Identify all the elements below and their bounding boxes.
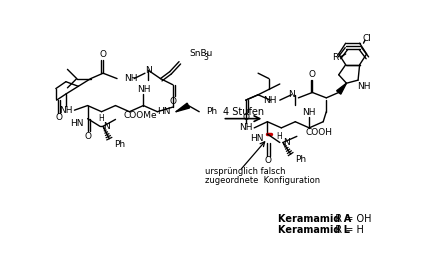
Text: zugeordnete  Konfiguration: zugeordnete Konfiguration	[205, 176, 321, 185]
Text: NH: NH	[357, 82, 370, 91]
Text: SnBu: SnBu	[189, 49, 212, 59]
Text: O: O	[85, 132, 92, 141]
Text: NH: NH	[239, 123, 253, 132]
Text: N: N	[103, 122, 110, 131]
Text: R: R	[332, 53, 338, 62]
Text: Keramamid A: Keramamid A	[278, 214, 351, 224]
Text: COOH: COOH	[305, 128, 333, 137]
Text: 3: 3	[204, 53, 208, 62]
Text: O: O	[309, 70, 316, 79]
Text: NH: NH	[124, 74, 137, 83]
Text: Ph: Ph	[295, 155, 306, 164]
Text: O: O	[100, 50, 107, 59]
Text: H: H	[99, 114, 104, 123]
Polygon shape	[176, 103, 190, 112]
Text: O: O	[169, 97, 176, 106]
Text: O: O	[243, 113, 250, 122]
Text: N: N	[283, 138, 290, 147]
Text: R = OH: R = OH	[329, 214, 371, 224]
Text: NH: NH	[59, 106, 73, 115]
Text: HN: HN	[250, 134, 264, 143]
Text: COOMe: COOMe	[123, 111, 157, 120]
Text: R = H: R = H	[329, 225, 363, 235]
Text: HN: HN	[157, 107, 170, 116]
Text: NH: NH	[303, 108, 316, 117]
Text: N: N	[288, 90, 295, 99]
Text: O: O	[265, 157, 272, 166]
Text: Ph: Ph	[114, 140, 125, 149]
Text: O: O	[55, 113, 62, 122]
Polygon shape	[336, 83, 346, 94]
Text: N: N	[145, 66, 152, 75]
Text: HN: HN	[70, 119, 84, 128]
Text: Ph: Ph	[206, 107, 217, 116]
Text: H: H	[276, 132, 282, 141]
Text: Cl: Cl	[362, 34, 371, 43]
Text: ursprünglich falsch: ursprünglich falsch	[205, 167, 286, 176]
Text: NH: NH	[263, 96, 276, 105]
Text: NH: NH	[137, 85, 150, 94]
Text: 4 Stufen: 4 Stufen	[223, 107, 264, 117]
Text: Keramamid L: Keramamid L	[278, 225, 350, 235]
